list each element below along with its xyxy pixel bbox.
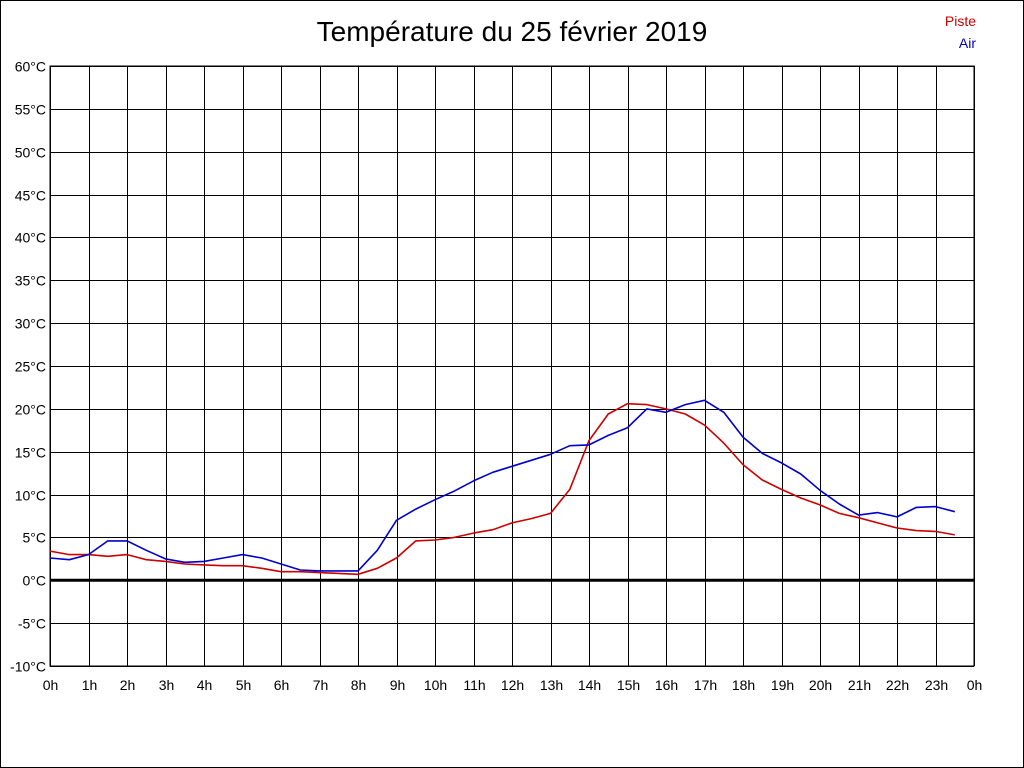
x-tick-label: 13h	[540, 677, 563, 693]
y-tick-label: 45°C	[15, 188, 46, 204]
x-tick-label: 22h	[886, 677, 909, 693]
grid	[49, 65, 975, 667]
x-tick-label: 14h	[578, 677, 601, 693]
y-tick-label: 30°C	[15, 316, 46, 332]
y-tick-label: 55°C	[15, 102, 46, 118]
x-tick-label: 3h	[159, 677, 175, 693]
chart-title: Température du 25 février 2019	[316, 16, 708, 47]
x-tick-label: 15h	[617, 677, 640, 693]
x-tick-label: 9h	[390, 677, 406, 693]
y-tick-label: 20°C	[15, 402, 46, 418]
y-tick-label: 35°C	[15, 273, 46, 289]
x-tick-label: 21h	[848, 677, 871, 693]
legend-air: Air	[958, 35, 976, 51]
y-tick-label: 50°C	[15, 145, 46, 161]
x-tick-label: 16h	[655, 677, 678, 693]
y-tick-label: -10°C	[10, 659, 46, 675]
y-tick-label: 25°C	[15, 359, 46, 375]
y-tick-label: 5°C	[23, 530, 47, 546]
x-tick-label: 5h	[236, 677, 252, 693]
x-tick-label: 6h	[274, 677, 290, 693]
x-tick-label: 17h	[694, 677, 717, 693]
y-tick-label: 40°C	[15, 230, 46, 246]
x-axis-ticks: 0h 1h 2h 3h 4h 5h 6h 7h 8h 9h 10h 11h 12h 13h 14h 15h 16…	[43, 677, 983, 693]
y-tick-label: -5°C	[18, 616, 46, 632]
x-tick-label: 7h	[313, 677, 329, 693]
series-line-air	[49, 399, 956, 572]
x-tick-label: 0h	[43, 677, 59, 693]
x-tick-label: 23h	[925, 677, 948, 693]
y-tick-label: 60°C	[15, 59, 46, 75]
x-tick-label: 4h	[197, 677, 213, 693]
x-tick-label: 8h	[351, 677, 367, 693]
x-tick-label: 19h	[771, 677, 794, 693]
y-axis-ticks: 60°C 55°C 50°C 45°C 40°C 35°C 30°C 25°C 20°C 15°C…	[10, 59, 46, 675]
y-tick-label: 0°C	[23, 573, 47, 589]
x-tick-label: 11h	[463, 677, 485, 693]
legend-piste: Piste	[944, 13, 976, 29]
x-tick-label: 18h	[732, 677, 755, 693]
y-tick-label: 10°C	[15, 488, 46, 504]
x-tick-label: 20h	[809, 677, 832, 693]
series-line-piste	[49, 402, 955, 576]
x-tick-label: 2h	[120, 677, 136, 693]
x-tick-label: 1h	[82, 677, 98, 693]
x-tick-label: 0h	[967, 677, 983, 693]
y-tick-label: 15°C	[15, 445, 46, 461]
series	[49, 399, 956, 576]
x-tick-label: 10h	[424, 677, 447, 693]
x-tick-label: 12h	[501, 677, 524, 693]
